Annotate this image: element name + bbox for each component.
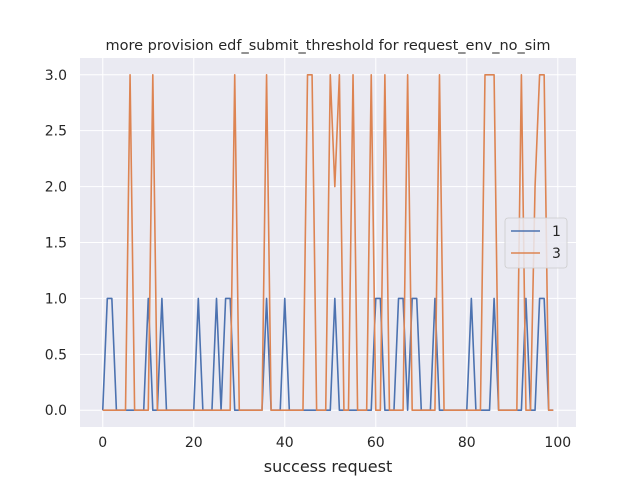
- x-tick-label: 40: [276, 435, 294, 451]
- x-tick-label: 20: [185, 435, 203, 451]
- x-tick-label: 80: [458, 435, 476, 451]
- y-tick-label: 1.0: [45, 291, 67, 307]
- x-tick-label: 0: [98, 435, 107, 451]
- y-tick-label: 0.0: [45, 403, 67, 419]
- y-tick-label: 1.5: [45, 236, 67, 252]
- y-tick-label: 3.0: [45, 68, 67, 84]
- series-line-3: [102, 73, 554, 412]
- x-tick-label: 100: [544, 435, 571, 451]
- tick-labels: 0 20 40 60 80 100 0.0 0.5 1.0 1.5 2.0 2.5 3.0: [45, 68, 571, 451]
- x-axis-label: success request: [264, 457, 393, 476]
- legend-label-series-1: 1: [552, 224, 561, 240]
- legend: 1 3: [504, 217, 568, 269]
- y-tick-label: 2.0: [45, 180, 67, 196]
- y-tick-label: 2.5: [45, 124, 67, 140]
- y-tick-label: 0.5: [45, 347, 67, 363]
- x-tick-label: 60: [367, 435, 385, 451]
- legend-label-series-3: 3: [552, 246, 561, 262]
- series-lines: [101, 73, 554, 412]
- chart-title: more provision edf_submit_threshold for …: [105, 38, 550, 54]
